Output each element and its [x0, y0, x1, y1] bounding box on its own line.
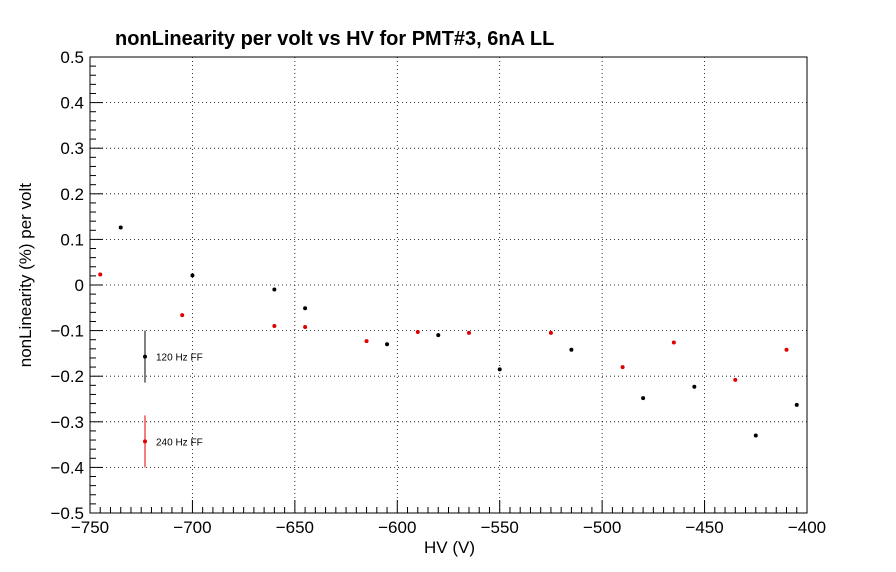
data-point — [303, 324, 308, 329]
y-tick-label: −0.3 — [50, 413, 84, 432]
data-point — [98, 272, 103, 277]
data-point — [118, 225, 123, 230]
data-points — [98, 225, 799, 438]
data-point — [733, 377, 738, 382]
data-point — [641, 396, 646, 401]
y-tick-label: 0.2 — [60, 185, 84, 204]
y-tick-label: −0.1 — [50, 322, 84, 341]
legend-marker — [143, 439, 147, 444]
data-point — [620, 365, 625, 370]
legend: 120 Hz FF 240 Hz FF — [143, 330, 203, 468]
y-tick-label: 0 — [75, 276, 84, 295]
grid — [90, 57, 807, 513]
y-tick-label: 0.5 — [60, 48, 84, 67]
data-point — [671, 340, 676, 345]
x-axis-label: HV (V) — [424, 538, 475, 557]
y-tick-label: 0.3 — [60, 139, 84, 158]
y-tick-label: −0.2 — [50, 367, 84, 386]
x-tick-label: −700 — [173, 518, 211, 537]
data-point — [784, 347, 789, 352]
data-point — [190, 273, 195, 278]
data-point — [497, 367, 502, 372]
legend-label: 120 Hz FF — [156, 353, 203, 364]
chart-title: nonLinearity per volt vs HV for PMT#3, 6… — [115, 28, 554, 50]
data-point — [303, 306, 308, 311]
x-tick-label: −650 — [276, 518, 314, 537]
data-point — [794, 402, 799, 407]
y-tick-label: 0.1 — [60, 230, 84, 249]
data-point — [180, 313, 185, 318]
x-tick-label: −600 — [378, 518, 416, 537]
data-point — [436, 333, 441, 338]
y-tick-label: −0.4 — [50, 458, 84, 477]
legend-marker — [143, 354, 147, 359]
y-axis-label: nonLinearity (%) per volt — [16, 183, 35, 368]
y-tick-label: −0.5 — [50, 504, 84, 523]
data-point — [272, 287, 277, 292]
data-point — [364, 339, 369, 344]
data-point — [569, 347, 574, 352]
legend-label: 240 Hz FF — [156, 437, 203, 448]
data-point — [466, 330, 471, 335]
x-tick-label: −450 — [685, 518, 723, 537]
data-point — [753, 433, 758, 438]
x-tick-label: −400 — [788, 518, 826, 537]
data-point — [415, 329, 420, 334]
axis-ticks: −750 −700 −650 −600 −550 −500 −450 −400 −0.5 −0.4… — [50, 48, 826, 537]
data-point — [692, 384, 697, 389]
data-point — [548, 330, 553, 335]
x-tick-label: −500 — [583, 518, 621, 537]
data-point — [272, 324, 277, 329]
x-tick-label: −750 — [71, 518, 109, 537]
data-point — [385, 342, 390, 347]
y-tick-label: 0.4 — [60, 94, 84, 113]
x-tick-label: −550 — [481, 518, 519, 537]
